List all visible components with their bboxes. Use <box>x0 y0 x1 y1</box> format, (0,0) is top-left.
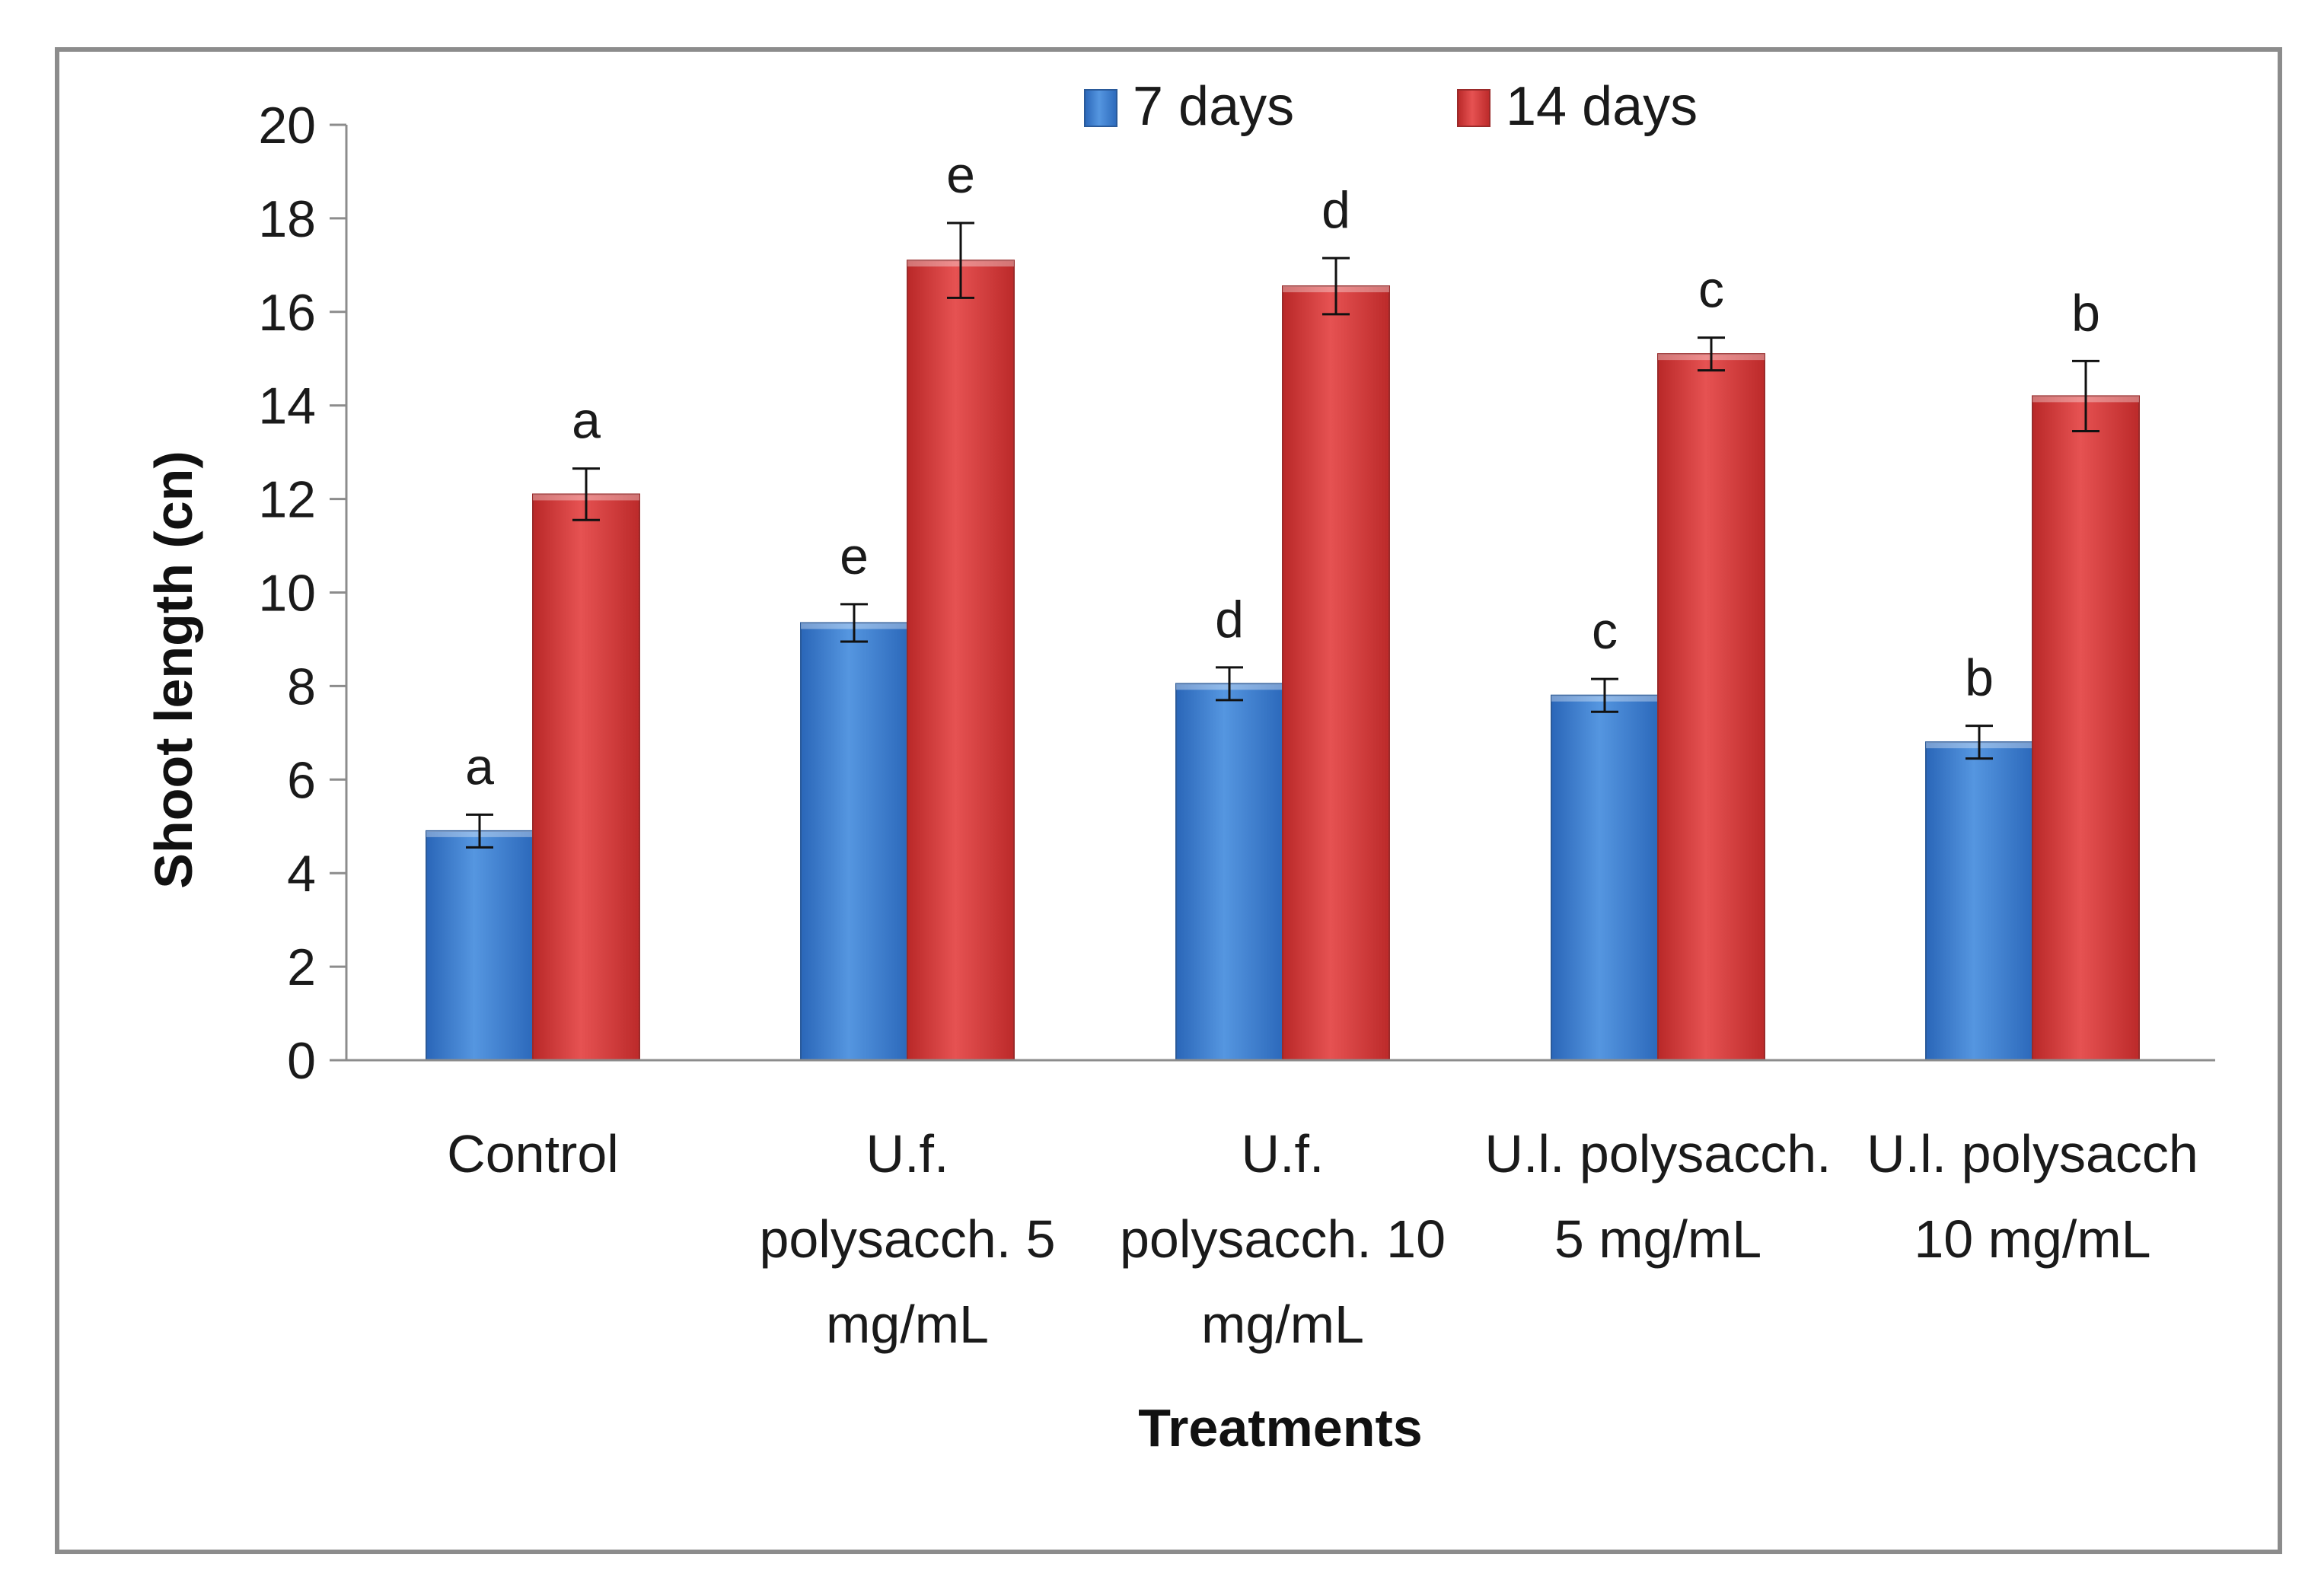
y-tick-label: 16 <box>258 284 316 342</box>
bar-7-days <box>426 830 534 1062</box>
y-tick-label: 4 <box>287 845 316 903</box>
significance-letter: c <box>1592 602 1618 660</box>
bar-14-days <box>1282 285 1390 1061</box>
y-tick-label: 2 <box>287 938 316 996</box>
significance-letter: a <box>465 737 494 795</box>
significance-letter: b <box>2071 284 2100 342</box>
significance-letter: d <box>1322 181 1350 239</box>
y-tick-label: 12 <box>258 471 316 529</box>
x-category-label: U.l. polysacch. <box>1484 1124 1831 1183</box>
bar-7-days <box>1175 683 1283 1061</box>
x-category-label: mg/mL <box>826 1295 989 1354</box>
x-category-label: U.f. <box>866 1124 949 1183</box>
x-category-label: Control <box>447 1124 619 1183</box>
x-category-label: mg/mL <box>1201 1295 1364 1354</box>
legend-swatch-7-days <box>1084 89 1117 127</box>
bar-14-days <box>907 260 1015 1062</box>
x-category-label: U.l. polysacch <box>1867 1124 2198 1183</box>
significance-letter: c <box>1698 261 1724 319</box>
legend-swatch-14-days <box>1457 89 1490 127</box>
y-tick-label: 20 <box>258 97 316 155</box>
y-tick-label: 6 <box>287 751 316 809</box>
legend: 7 days 14 days <box>1084 76 1698 137</box>
x-category-label: polysacch. 10 <box>1120 1209 1446 1269</box>
x-category-label: U.f. <box>1242 1124 1325 1183</box>
x-category-label: polysacch. 5 <box>759 1209 1055 1269</box>
significance-letter: e <box>840 527 869 585</box>
bar-14-days <box>2032 395 2140 1061</box>
legend-label-7-days: 7 days <box>1133 76 1294 137</box>
significance-letter: e <box>946 146 975 204</box>
bar-7-days <box>800 622 908 1061</box>
bar-7-days <box>1551 694 1659 1061</box>
bar-7-days <box>1925 741 2033 1061</box>
chart-frame <box>55 47 2282 1554</box>
y-tick-label: 10 <box>258 565 316 623</box>
bar-14-days <box>1657 353 1765 1062</box>
y-tick-label: 8 <box>287 658 316 715</box>
y-tick-label: 0 <box>287 1032 316 1090</box>
legend-label-14-days: 14 days <box>1506 76 1698 137</box>
x-category-label: 5 mg/mL <box>1554 1209 1761 1269</box>
significance-letter: a <box>572 392 601 450</box>
y-axis-title: Shoot length (cn) <box>144 451 203 888</box>
plot-area: 0 2 4 6 8 10 12 14 16 18 20 a e d c b a e d c b Control U.f. po… <box>258 97 2215 1354</box>
bar-14-days <box>532 493 640 1061</box>
x-category-label: 10 mg/mL <box>1914 1209 2150 1269</box>
x-axis-title: Treatments <box>1138 1398 1422 1457</box>
significance-letter: d <box>1215 591 1244 648</box>
y-tick-label: 14 <box>258 377 316 435</box>
y-tick-label: 18 <box>258 190 316 248</box>
significance-letter: b <box>1965 649 1994 707</box>
